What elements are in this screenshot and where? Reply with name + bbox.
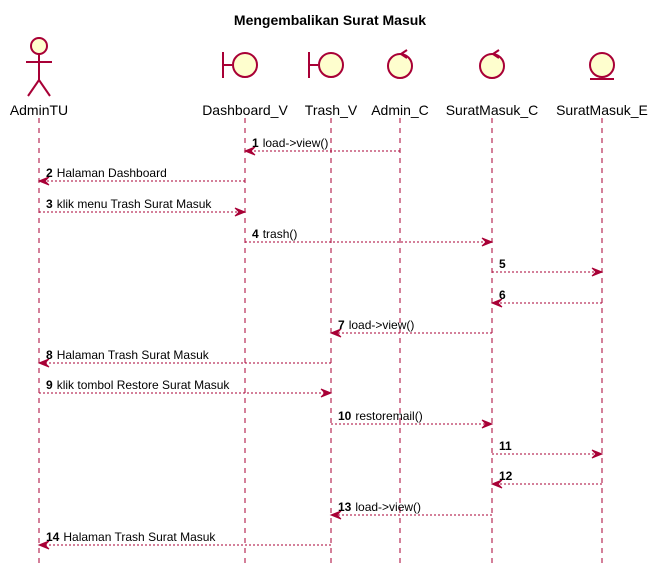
control-icon <box>479 49 505 79</box>
message-text: trash() <box>263 227 298 241</box>
message-3: 3 klik menu Trash Surat Masuk <box>39 197 247 217</box>
participant-label-suratmasuk-c: SuratMasuk_C <box>446 102 539 118</box>
arrowhead-icon <box>37 358 50 368</box>
message-text: restoremail() <box>355 409 422 423</box>
message-5: 5 <box>492 257 604 277</box>
message-14: 14 Halaman Trash Surat Masuk <box>37 530 331 550</box>
message-number: 6 <box>499 288 506 302</box>
participant-admintu: AdminTU <box>10 37 68 118</box>
arrowhead-icon <box>490 479 503 489</box>
message-7: 7 load->view() <box>329 318 492 338</box>
message-number: 11 <box>499 439 512 453</box>
message-text: Halaman Dashboard <box>57 166 167 180</box>
message-4: 4 trash() <box>245 227 494 247</box>
participant-dashboard-v: Dashboard_V <box>202 52 288 118</box>
message-label: 11 <box>499 439 512 453</box>
message-label: 5 <box>499 257 506 271</box>
message-number: 8 <box>46 348 53 362</box>
message-1: 1 load->view() <box>243 136 400 156</box>
participant-label-dashboard-v: Dashboard_V <box>202 102 288 118</box>
message-label: 9 klik tombol Restore Surat Masuk <box>46 378 230 392</box>
message-text: load->view() <box>355 500 421 514</box>
message-number: 14 <box>46 530 60 544</box>
message-label: 1 load->view() <box>252 136 328 150</box>
message-6: 6 <box>490 288 602 308</box>
arrowhead-icon <box>591 267 604 277</box>
message-number: 13 <box>338 500 352 514</box>
message-text: klik tombol Restore Surat Masuk <box>57 378 231 392</box>
participant-label-suratmasuk-e: SuratMasuk_E <box>556 102 648 118</box>
message-label: 6 <box>499 288 506 302</box>
boundary-icon <box>308 52 344 78</box>
message-text: klik menu Trash Surat Masuk <box>57 197 213 211</box>
message-number: 12 <box>499 469 513 483</box>
participant-suratmasuk-c: SuratMasuk_C <box>446 49 539 118</box>
participant-suratmasuk-e: SuratMasuk_E <box>556 52 648 118</box>
arrowhead-icon <box>490 298 503 308</box>
boundary-icon <box>222 52 258 78</box>
arrowhead-icon <box>481 237 494 247</box>
participant-label-admin-c: Admin_C <box>371 102 429 118</box>
message-label: 2 Halaman Dashboard <box>46 166 167 180</box>
arrowhead-icon <box>329 328 342 338</box>
message-number: 3 <box>46 197 53 211</box>
message-label: 4 trash() <box>252 227 297 241</box>
message-number: 9 <box>46 378 53 392</box>
message-text: Halaman Trash Surat Masuk <box>63 530 216 544</box>
message-text: load->view() <box>263 136 329 150</box>
arrowhead-icon <box>481 419 494 429</box>
message-label: 3 klik menu Trash Surat Masuk <box>46 197 212 211</box>
message-text: Halaman Trash Surat Masuk <box>57 348 210 362</box>
message-label: 13 load->view() <box>338 500 421 514</box>
participant-trash-v: Trash_V <box>305 52 358 118</box>
message-number: 4 <box>252 227 259 241</box>
message-11: 11 <box>492 439 604 459</box>
message-label: 8 Halaman Trash Surat Masuk <box>46 348 210 362</box>
diagram-title: Mengembalikan Surat Masuk <box>234 12 426 28</box>
message-number: 5 <box>499 257 506 271</box>
actor-icon <box>26 37 52 97</box>
message-number: 10 <box>338 409 352 423</box>
message-12: 12 <box>490 469 602 489</box>
message-number: 1 <box>252 136 259 150</box>
message-13: 13 load->view() <box>329 500 492 520</box>
arrowhead-icon <box>329 510 342 520</box>
message-label: 14 Halaman Trash Surat Masuk <box>46 530 216 544</box>
arrowhead-icon <box>37 540 50 550</box>
arrowhead-icon <box>320 388 333 398</box>
message-text: load->view() <box>349 318 415 332</box>
message-2: 2 Halaman Dashboard <box>37 166 245 186</box>
message-8: 8 Halaman Trash Surat Masuk <box>37 348 331 368</box>
participant-admin-c: Admin_C <box>371 49 429 118</box>
message-9: 9 klik tombol Restore Surat Masuk <box>39 378 333 398</box>
arrowhead-icon <box>234 207 247 217</box>
message-label: 7 load->view() <box>338 318 414 332</box>
message-number: 7 <box>338 318 345 332</box>
arrowhead-icon <box>591 449 604 459</box>
message-10: 10 restoremail() <box>331 409 494 429</box>
arrowhead-icon <box>243 146 256 156</box>
entity-icon <box>589 52 615 80</box>
arrowhead-icon <box>37 176 50 186</box>
message-label: 12 <box>499 469 513 483</box>
message-number: 2 <box>46 166 53 180</box>
message-label: 10 restoremail() <box>338 409 423 423</box>
participant-label-trash-v: Trash_V <box>305 102 358 118</box>
control-icon <box>387 49 413 79</box>
participant-label-admintu: AdminTU <box>10 102 68 118</box>
